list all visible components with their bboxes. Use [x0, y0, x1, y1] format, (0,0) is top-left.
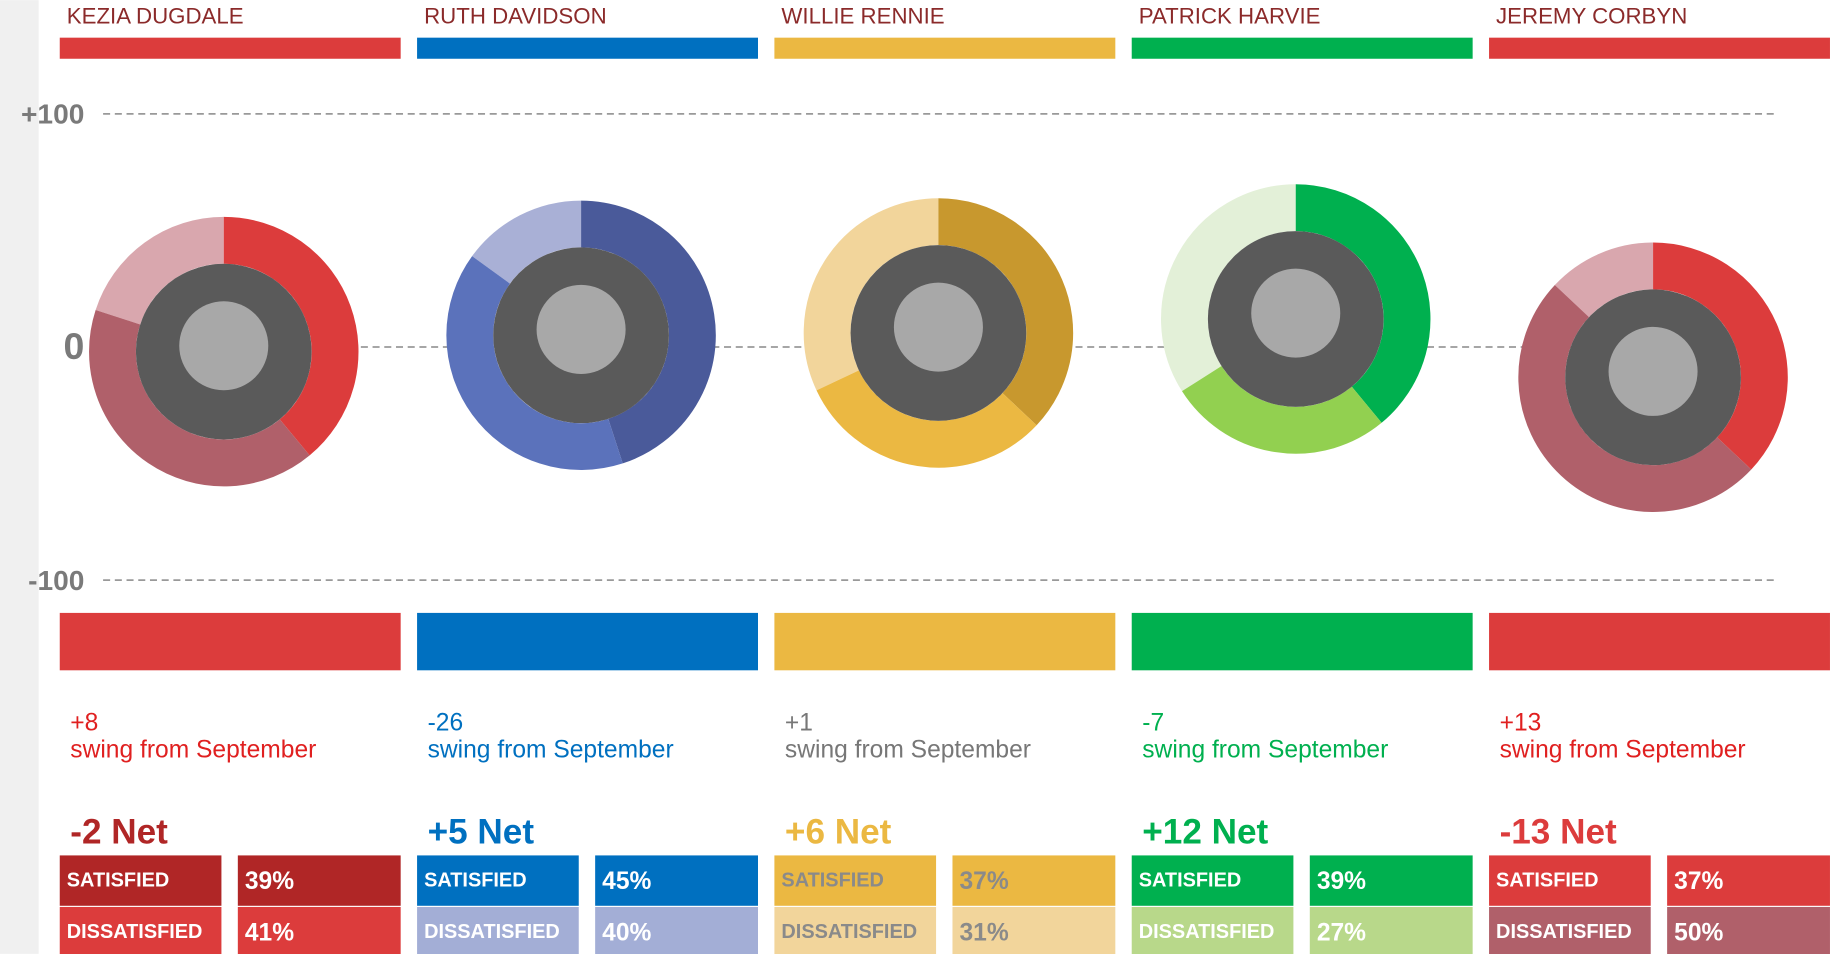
cell-value-bg [595, 855, 758, 906]
swing-value: +8 [70, 710, 98, 737]
bottom-bar [59, 612, 401, 671]
swing-value: -7 [1142, 710, 1164, 737]
cell-value: 37% [960, 868, 1009, 895]
cell-label: SATISFIED [1496, 869, 1599, 891]
y-tick-label: 0 [64, 325, 85, 367]
cell-value: 37% [1674, 868, 1723, 895]
left-strip [0, 0, 39, 954]
top-bar [417, 37, 758, 59]
cell-value-bg [952, 855, 1116, 906]
cell-label-bg [774, 855, 937, 906]
cell-value-bg [237, 906, 401, 954]
photo-face [893, 282, 983, 372]
cell-label: SATISFIED [1139, 869, 1242, 891]
bottom-bar [1131, 612, 1473, 671]
swing-value: -26 [428, 710, 464, 737]
ring-dissatisfied [89, 310, 310, 487]
cell-value-bg [1667, 855, 1830, 906]
net-label: -2 Net [70, 813, 168, 852]
y-tick-label: -100 [28, 565, 84, 596]
leader-name: JEREMY CORBYN [1496, 4, 1687, 29]
cell-value: 41% [245, 919, 294, 946]
cell-value: 39% [245, 868, 294, 895]
swing-label: swing from September [1142, 737, 1388, 764]
cell-value: 27% [1317, 919, 1366, 946]
cell-value: 50% [1674, 919, 1723, 946]
cell-label: SATISFIED [781, 869, 884, 891]
cell-value: 39% [1317, 868, 1366, 895]
ring-rest [1554, 242, 1654, 318]
cell-label: DISSATISFIED [67, 921, 203, 943]
cell-label: SATISFIED [424, 869, 527, 891]
ring-satisfied [223, 216, 359, 456]
cell-value-bg [595, 906, 758, 954]
ring-satisfied [1295, 184, 1431, 423]
ring-rest [803, 198, 940, 391]
top-bar [774, 37, 1116, 59]
cell-value: 45% [602, 868, 651, 895]
ring-dissatisfied [1518, 285, 1752, 512]
cell-label-bg [59, 855, 222, 906]
photo-face [179, 301, 269, 391]
cell-value-bg [952, 906, 1116, 954]
cell-value-bg [1667, 906, 1830, 954]
photo-face [1251, 268, 1341, 358]
ring-rest [472, 200, 582, 285]
cell-label: DISSATISFIED [781, 921, 917, 943]
cell-value: 40% [602, 919, 651, 946]
cell-label-bg [1131, 855, 1294, 906]
cell-label-bg [774, 906, 937, 954]
photo-face [1608, 326, 1698, 416]
ring-satisfied [580, 200, 716, 464]
net-label: +12 Net [1142, 813, 1268, 852]
net-label: -13 Net [1500, 813, 1617, 852]
top-bar [59, 37, 401, 59]
cell-label-bg [417, 855, 579, 906]
y-tick-label: +100 [21, 99, 84, 130]
swing-value: +13 [1500, 710, 1542, 737]
bottom-bar [774, 612, 1116, 671]
cell-label-bg [59, 906, 222, 954]
ring-rest [1161, 184, 1297, 392]
cell-value-bg [1309, 906, 1473, 954]
cell-label: SATISFIED [67, 869, 170, 891]
swing-label: swing from September [785, 737, 1031, 764]
swing-label: swing from September [70, 737, 316, 764]
top-bar [1131, 37, 1473, 59]
ring-dissatisfied [446, 256, 623, 471]
photo-face [536, 284, 626, 374]
leader-name: KEZIA DUGDALE [67, 4, 244, 29]
cell-value-bg [1309, 855, 1473, 906]
ring-dissatisfied [1181, 365, 1382, 454]
cell-label-bg [1489, 855, 1651, 906]
cell-label-bg [417, 906, 579, 954]
swing-value: +1 [785, 710, 813, 737]
bottom-bar [1489, 612, 1830, 671]
swing-label: swing from September [1500, 737, 1746, 764]
ring-dissatisfied [816, 369, 1037, 468]
cell-value: 31% [960, 919, 1009, 946]
cell-label: DISSATISFIED [1496, 921, 1632, 943]
cell-value-bg [237, 855, 401, 906]
leader-name: RUTH DAVIDSON [424, 4, 607, 29]
net-label: +5 Net [428, 813, 535, 852]
ring-satisfied [937, 198, 1074, 426]
leader-name: PATRICK HARVIE [1139, 4, 1321, 29]
bottom-bar [417, 612, 758, 671]
cell-label: DISSATISFIED [1139, 921, 1275, 943]
ring-satisfied [1652, 242, 1788, 470]
swing-label: swing from September [428, 737, 674, 764]
ring-rest [95, 216, 225, 326]
leader-name: WILLIE RENNIE [781, 4, 944, 29]
top-bar [1489, 37, 1830, 59]
cell-label-bg [1131, 906, 1294, 954]
cell-label: DISSATISFIED [424, 921, 560, 943]
net-label: +6 Net [785, 813, 892, 852]
cell-label-bg [1489, 906, 1651, 954]
